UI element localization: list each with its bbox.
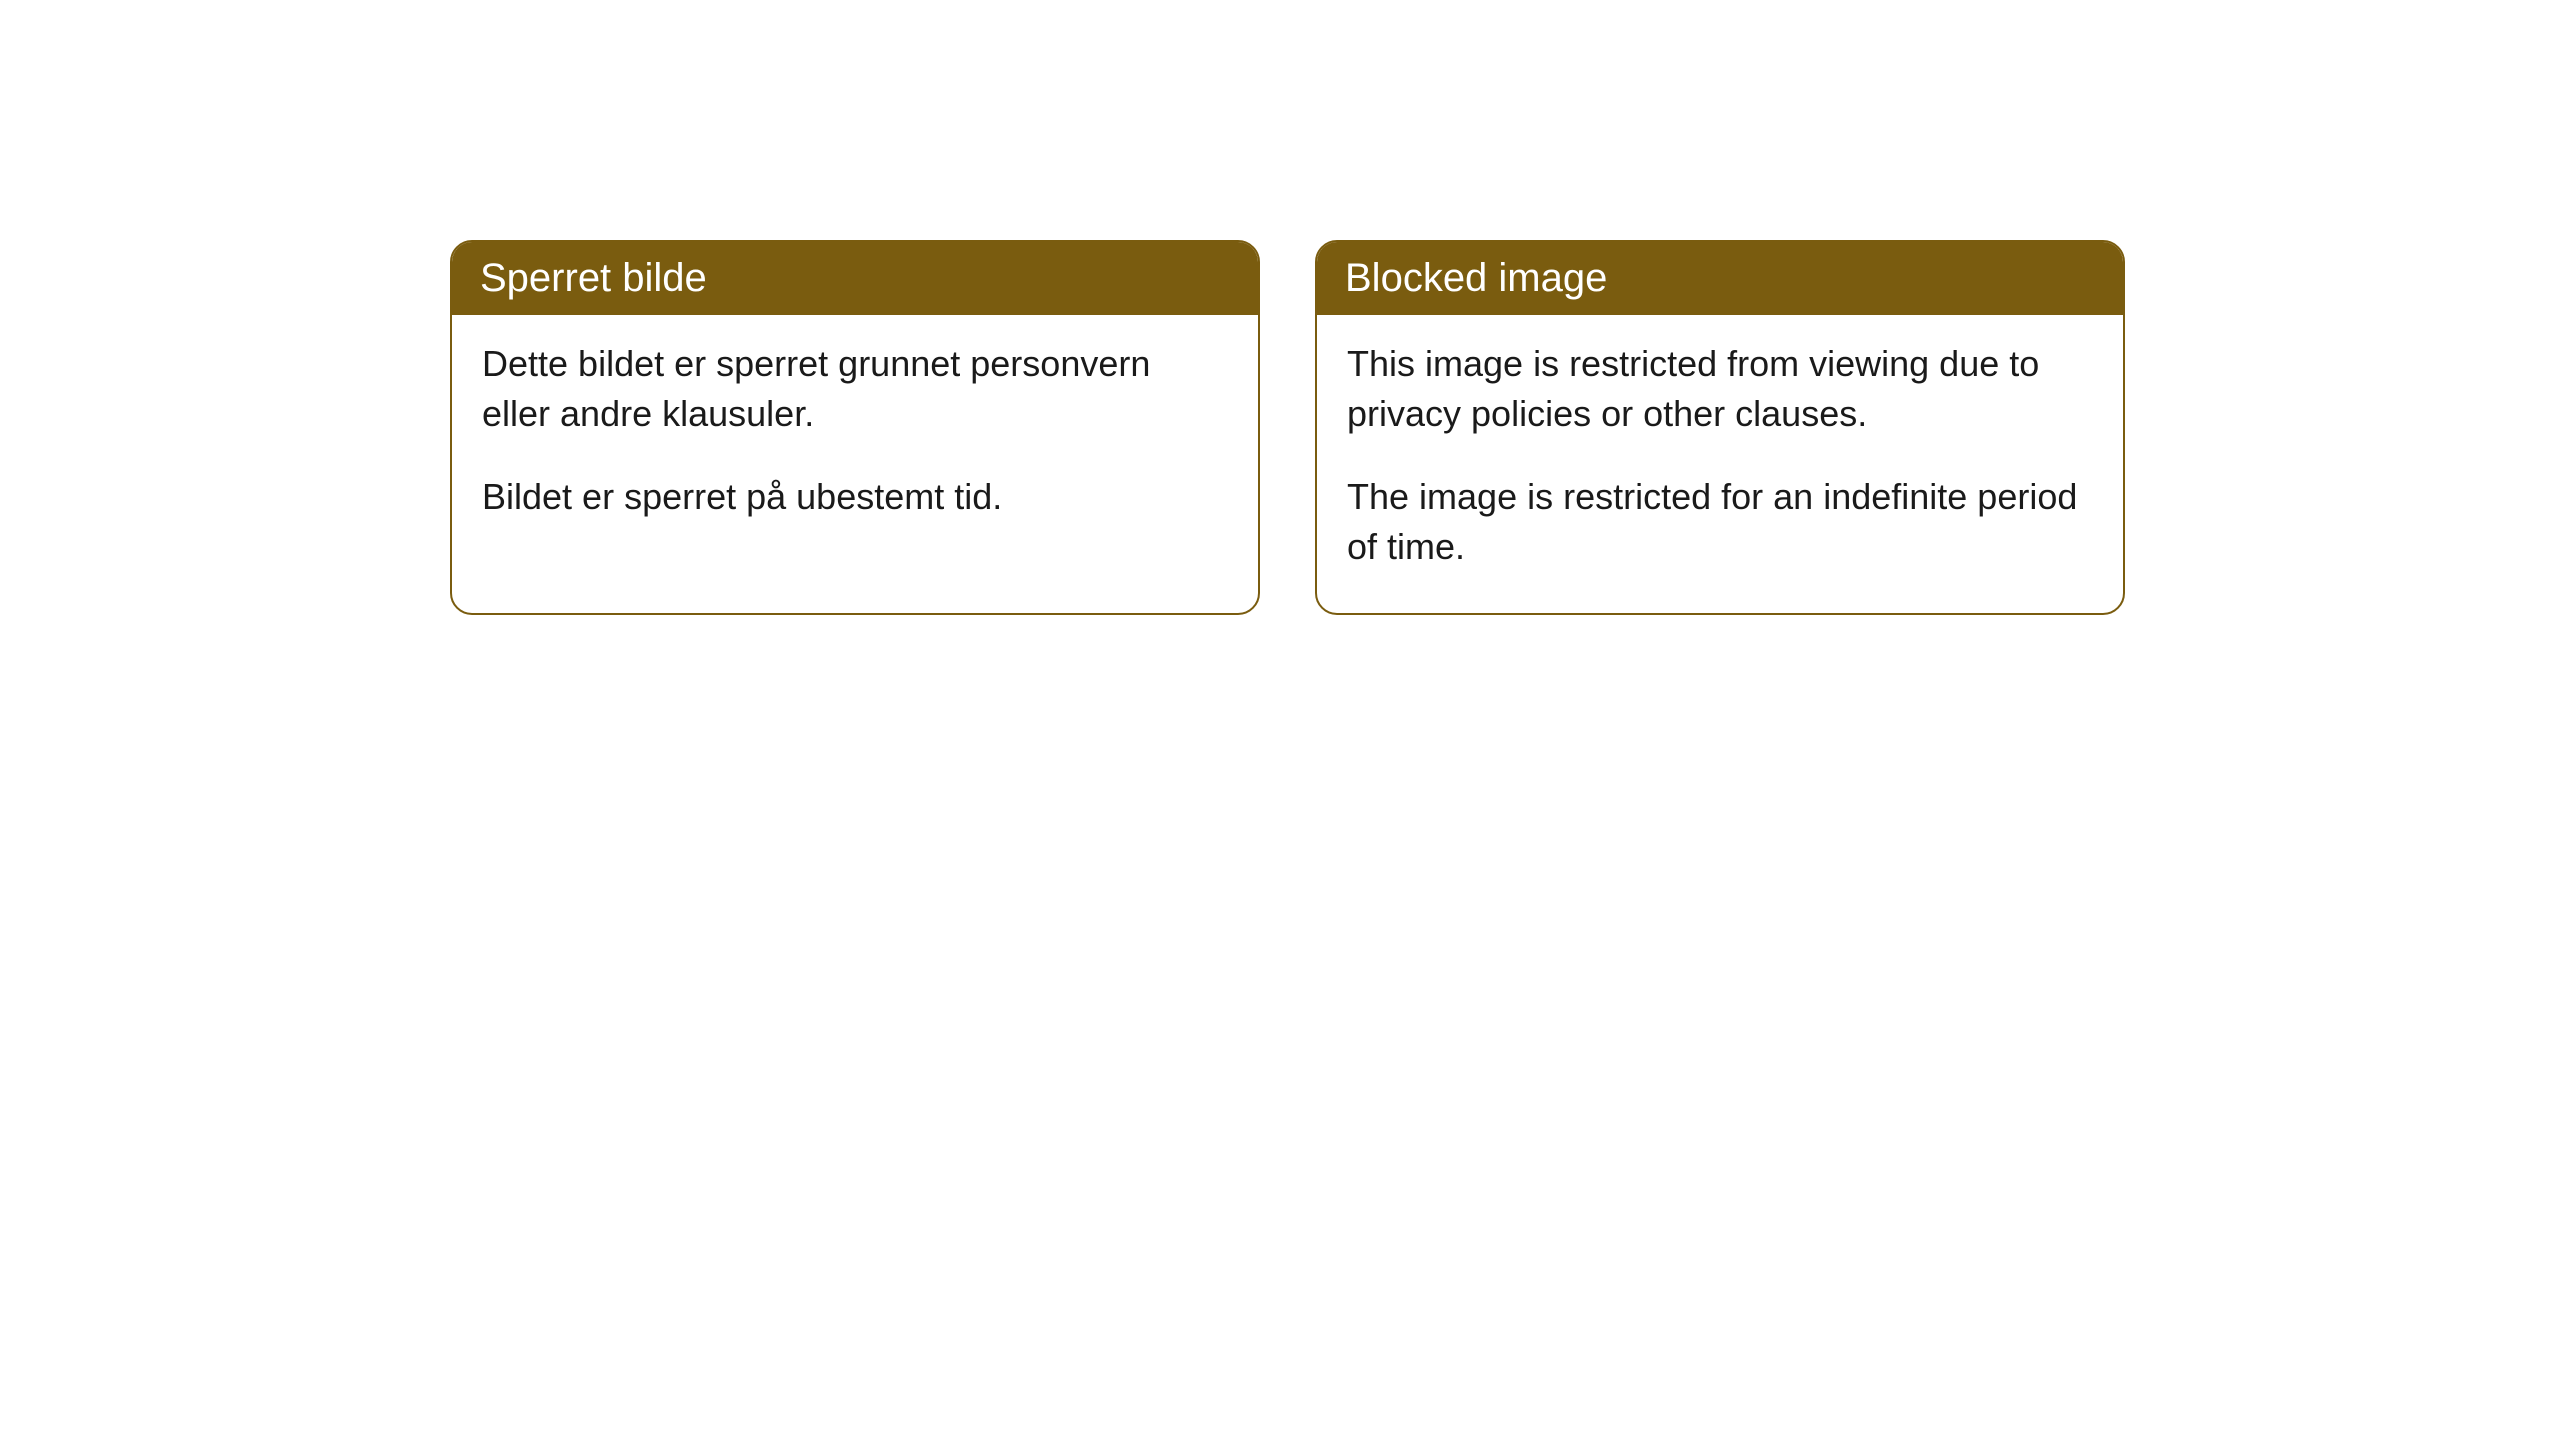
card-header: Blocked image — [1317, 242, 2123, 315]
card-text-2: The image is restricted for an indefinit… — [1347, 472, 2093, 573]
notice-card-english: Blocked image This image is restricted f… — [1315, 240, 2125, 615]
notice-card-norwegian: Sperret bilde Dette bildet er sperret gr… — [450, 240, 1260, 615]
card-header: Sperret bilde — [452, 242, 1258, 315]
card-body: Dette bildet er sperret grunnet personve… — [452, 315, 1258, 562]
card-body: This image is restricted from viewing du… — [1317, 315, 2123, 613]
card-text-1: Dette bildet er sperret grunnet personve… — [482, 339, 1228, 440]
card-title: Sperret bilde — [480, 256, 707, 300]
notice-cards-container: Sperret bilde Dette bildet er sperret gr… — [450, 240, 2125, 615]
card-title: Blocked image — [1345, 256, 1607, 300]
card-text-2: Bildet er sperret på ubestemt tid. — [482, 472, 1228, 522]
card-text-1: This image is restricted from viewing du… — [1347, 339, 2093, 440]
